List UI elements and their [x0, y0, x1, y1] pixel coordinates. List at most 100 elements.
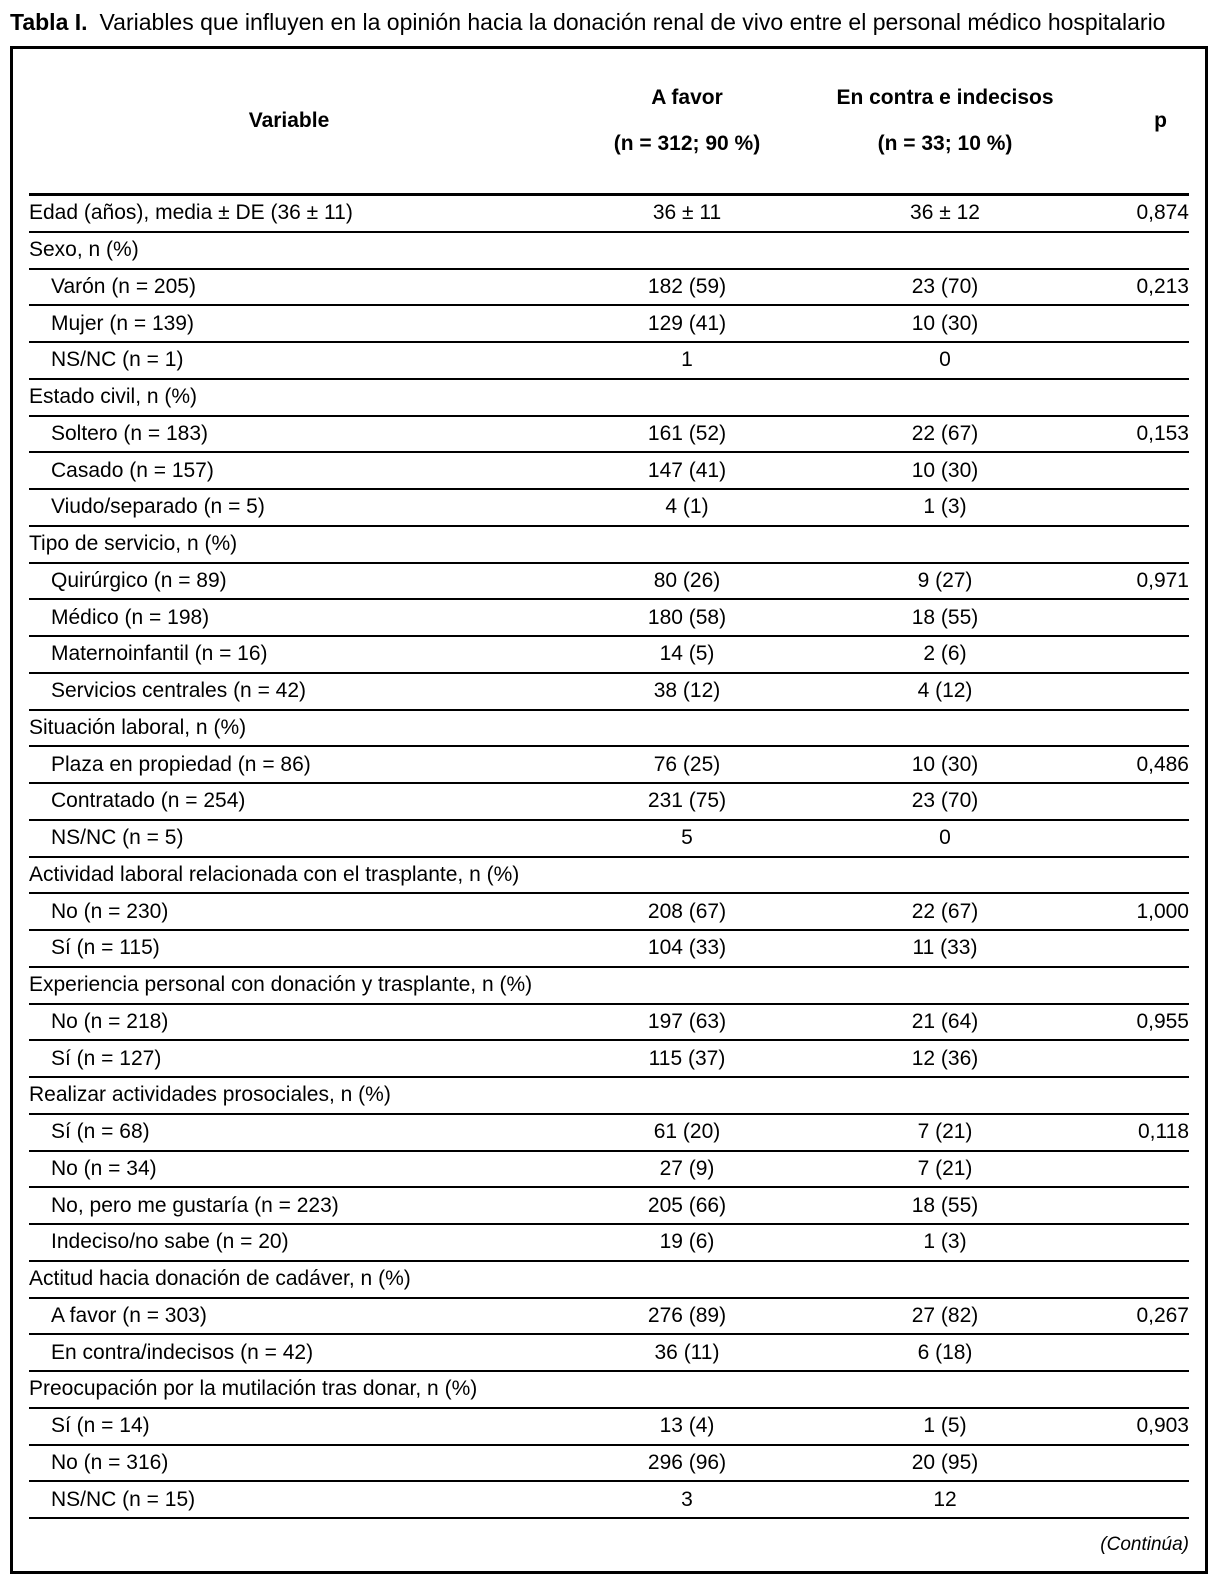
en-contra-value: 1 (3) — [923, 495, 967, 519]
group-label: Experiencia personal con donación y tras… — [29, 973, 533, 997]
a-favor-value: 231 (75) — [647, 789, 727, 813]
row-label: No (n = 316) — [51, 1450, 169, 1474]
row-label: Servicios centrales (n = 42) — [51, 679, 307, 703]
group-label: Actividad laboral relacionada con el tra… — [29, 862, 520, 886]
table-title: Tabla I. Variables que influyen en la opi… — [10, 8, 1210, 36]
row-label: Maternoinfantil (n = 16) — [51, 642, 268, 666]
continua-note: (Continúa) — [1100, 1534, 1189, 1555]
table-container: Variable A favor (n = 312; 90 %) En cont… — [10, 46, 1208, 1574]
column-header-a-favor-line1: A favor — [651, 86, 723, 109]
table-row: Sí (n = 68) 61 (20) 7 (21) 0,118 — [29, 1115, 1189, 1152]
row-label: Plaza en propiedad (n = 86) — [51, 752, 311, 776]
table-row: Médico (n = 198) 180 (58) 18 (55) — [29, 600, 1189, 637]
row-label: Casado (n = 157) — [51, 458, 214, 482]
en-contra-value: 4 (12) — [917, 679, 973, 703]
p-value: 0,874 — [1136, 201, 1189, 225]
en-contra-value: 27 (82) — [911, 1303, 979, 1327]
a-favor-value: 13 (4) — [659, 1414, 715, 1438]
en-contra-value: 36 ± 12 — [910, 201, 980, 225]
en-contra-value: 7 (21) — [917, 1120, 973, 1144]
row-label: No, pero me gustaría (n = 223) — [51, 1193, 339, 1217]
table-group-row: Actitud hacia donación de cadáver, n (%) — [29, 1262, 1189, 1299]
table-row: En contra/indecisos (n = 42) 36 (11) 6 (18… — [29, 1335, 1189, 1372]
row-label: Indeciso/no sabe (n = 20) — [51, 1230, 289, 1254]
a-favor-value: 80 (26) — [653, 568, 721, 592]
table-row: Sí (n = 115) 104 (33) 11 (33) — [29, 931, 1189, 968]
row-label: No (n = 34) — [51, 1156, 157, 1180]
en-contra-value: 0 — [939, 826, 951, 850]
table-row: Viudo/separado (n = 5) 4 (1) 1 (3) — [29, 490, 1189, 527]
table-group-row: Realizar actividades prosociales, n (%) — [29, 1078, 1189, 1115]
table-row: Quirúrgico (n = 89) 80 (26) 9 (27) 0,971 — [29, 564, 1189, 601]
en-contra-value: 12 (36) — [911, 1046, 979, 1070]
a-favor-value: 61 (20) — [653, 1120, 721, 1144]
a-favor-value: 36 ± 11 — [652, 201, 722, 225]
table-header-row: Variable A favor (n = 312; 90 %) En cont… — [29, 49, 1189, 196]
a-favor-value: 76 (25) — [653, 752, 721, 776]
table-group-row: Situación laboral, n (%) — [29, 711, 1189, 748]
p-value: 0,267 — [1136, 1303, 1189, 1327]
row-label: Sí (n = 127) — [51, 1046, 162, 1070]
column-header-en-contra: En contra e indecisos (n = 33; 10 %) — [825, 75, 1065, 167]
en-contra-value: 1 (5) — [923, 1414, 967, 1438]
p-value: 0,971 — [1136, 568, 1189, 592]
table-row: NS/NC (n = 15) 3 12 — [29, 1482, 1189, 1519]
table-row: No (n = 34) 27 (9) 7 (21) — [29, 1152, 1189, 1189]
p-value: 0,213 — [1136, 274, 1189, 298]
row-label: Sí (n = 115) — [51, 936, 160, 960]
column-header-p: p — [1154, 109, 1167, 132]
column-header-en-contra-line2: (n = 33; 10 %) — [877, 132, 1013, 155]
row-label: En contra/indecisos (n = 42) — [51, 1340, 314, 1364]
a-favor-value: 5 — [681, 826, 693, 850]
group-label: Sexo, n (%) — [29, 238, 139, 262]
a-favor-value: 104 (33) — [647, 936, 727, 960]
table-row: Soltero (n = 183) 161 (52) 22 (67) 0,153 — [29, 417, 1189, 454]
row-label: Contratado (n = 254) — [51, 789, 246, 813]
row-label: NS/NC (n = 15) — [51, 1487, 196, 1511]
row-label: NS/NC (n = 1) — [51, 348, 184, 372]
en-contra-value: 10 (30) — [911, 311, 979, 335]
en-contra-value: 23 (70) — [911, 274, 979, 298]
row-label: Médico (n = 198) — [51, 605, 210, 629]
p-value: 0,486 — [1136, 752, 1189, 776]
en-contra-value: 22 (67) — [911, 899, 979, 923]
group-label: Estado civil, n (%) — [29, 385, 198, 409]
row-label: Edad (años), media ± DE (36 ± 11) — [29, 201, 353, 225]
p-value: 0,118 — [1138, 1120, 1189, 1144]
table-group-row: Experiencia personal con donación y tras… — [29, 968, 1189, 1005]
table-row: Maternoinfantil (n = 16) 14 (5) 2 (6) — [29, 637, 1189, 674]
column-header-a-favor-line2: (n = 312; 90 %) — [613, 132, 761, 155]
group-label: Actitud hacia donación de cadáver, n (%) — [29, 1267, 411, 1291]
table-row: Casado (n = 157) 147 (41) 10 (30) — [29, 453, 1189, 490]
row-label: No (n = 218) — [51, 1009, 169, 1033]
group-label: Realizar actividades prosociales, n (%) — [29, 1083, 391, 1107]
table-group-row: Sexo, n (%) — [29, 233, 1189, 270]
table-row: Varón (n = 205) 182 (59) 23 (70) 0,213 — [29, 270, 1189, 307]
p-value: 0,153 — [1136, 421, 1189, 445]
a-favor-value: 3 — [681, 1487, 693, 1511]
row-label: Quirúrgico (n = 89) — [51, 568, 227, 592]
en-contra-value: 10 (30) — [911, 458, 979, 482]
en-contra-value: 2 (6) — [923, 642, 967, 666]
a-favor-value: 147 (41) — [647, 458, 727, 482]
table-group-row: Estado civil, n (%) — [29, 380, 1189, 417]
table-row: No (n = 316) 296 (96) 20 (95) — [29, 1446, 1189, 1483]
a-favor-value: 208 (67) — [647, 899, 727, 923]
row-label: NS/NC (n = 5) — [51, 826, 184, 850]
table-row: Mujer (n = 139) 129 (41) 10 (30) — [29, 306, 1189, 343]
p-value: 1,000 — [1136, 899, 1189, 923]
a-favor-value: 36 (11) — [654, 1340, 720, 1364]
table-row: No (n = 230) 208 (67) 22 (67) 1,000 — [29, 894, 1189, 931]
en-contra-value: 18 (55) — [911, 605, 979, 629]
en-contra-value: 20 (95) — [911, 1450, 979, 1474]
table-row: A favor (n = 303) 276 (89) 27 (82) 0,267 — [29, 1299, 1189, 1336]
a-favor-value: 205 (66) — [647, 1193, 727, 1217]
group-label: Tipo de servicio, n (%) — [29, 532, 238, 556]
en-contra-value: 9 (27) — [917, 568, 973, 592]
row-label: Varón (n = 205) — [51, 274, 196, 298]
p-value: 0,903 — [1136, 1414, 1189, 1438]
column-header-a-favor: A favor (n = 312; 90 %) — [549, 75, 825, 167]
a-favor-value: 296 (96) — [647, 1450, 727, 1474]
table-group-row: Preocupación por la mutilación tras dona… — [29, 1372, 1189, 1409]
